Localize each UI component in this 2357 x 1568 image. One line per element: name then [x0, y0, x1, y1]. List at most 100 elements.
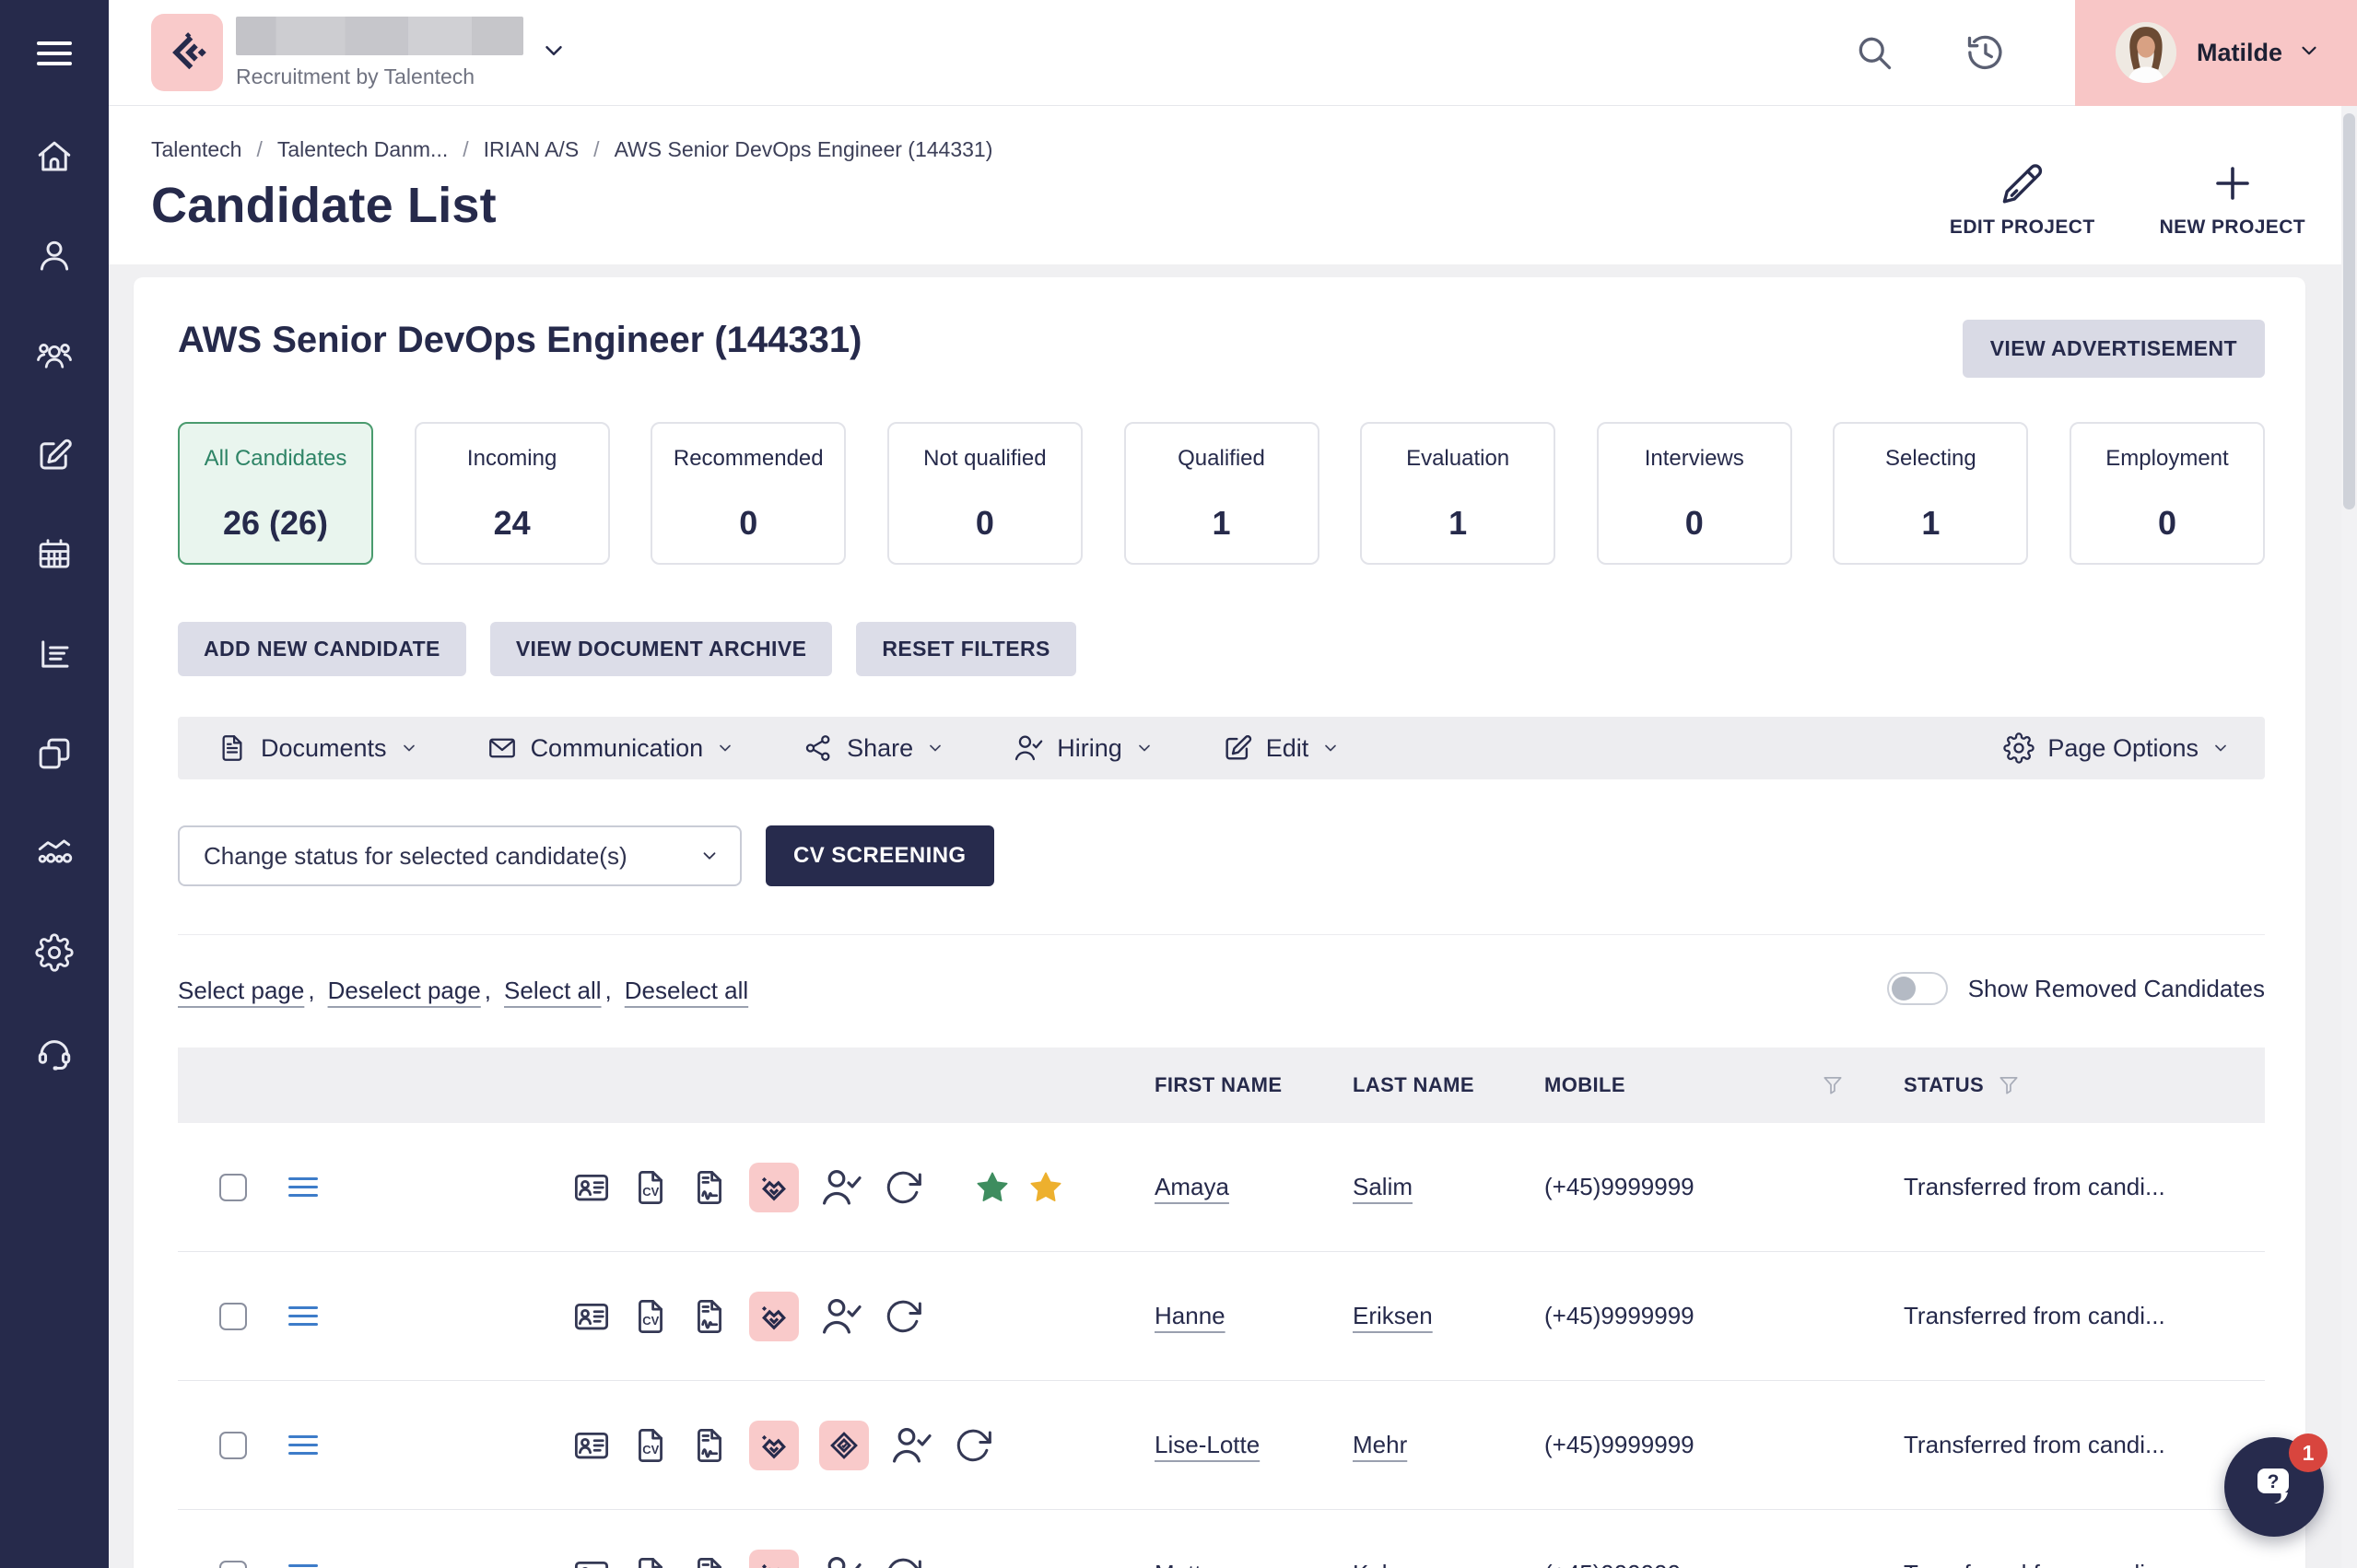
id-card-icon[interactable] — [572, 1297, 611, 1336]
candidate-first-name[interactable]: Lise-Lotte — [1155, 1431, 1260, 1458]
candidate-last-name[interactable]: Mehr — [1353, 1431, 1407, 1458]
star-green-icon[interactable] — [974, 1169, 1011, 1206]
sidebar-item-projects[interactable] — [33, 732, 76, 775]
user-menu[interactable]: Matilde — [2075, 0, 2357, 106]
select-page-link[interactable]: Select page — [178, 977, 304, 1004]
person-check-icon[interactable] — [819, 1294, 863, 1339]
refresh-icon[interactable] — [884, 1555, 922, 1568]
stage-evaluation[interactable]: Evaluation 1 — [1360, 422, 1555, 565]
person-check-icon[interactable] — [889, 1423, 933, 1468]
person-check-icon[interactable] — [819, 1552, 863, 1568]
edit-project-button[interactable]: EDIT PROJECT — [1950, 161, 2095, 239]
talentech-heart-icon[interactable] — [749, 1550, 799, 1568]
drag-handle-icon[interactable] — [288, 1435, 318, 1455]
show-removed-toggle[interactable] — [1887, 972, 1948, 1005]
talentech-diamond-icon[interactable] — [819, 1421, 869, 1470]
refresh-icon[interactable] — [884, 1168, 922, 1207]
resume-file-icon[interactable] — [690, 1426, 729, 1465]
id-card-icon[interactable] — [572, 1555, 611, 1568]
breadcrumb-item[interactable]: AWS Senior DevOps Engineer (144331) — [615, 137, 993, 162]
row-checkbox[interactable] — [219, 1561, 247, 1568]
cv-file-icon[interactable] — [631, 1426, 670, 1465]
star-yellow-icon[interactable] — [1027, 1169, 1064, 1206]
history-icon[interactable] — [1964, 32, 2005, 73]
toolbar-documents-menu[interactable]: Documents — [217, 732, 418, 764]
brand-switcher[interactable]: Recruitment by Talentech — [109, 14, 568, 91]
breadcrumb-item[interactable]: IRIAN A/S — [484, 137, 580, 162]
drag-handle-icon[interactable] — [288, 1564, 318, 1568]
sidebar-item-teams[interactable] — [33, 334, 76, 377]
sidebar-item-home[interactable] — [33, 135, 76, 178]
page-options-menu[interactable]: Page Options — [2003, 732, 2230, 764]
candidate-last-name[interactable]: Salim — [1353, 1173, 1413, 1200]
candidate-first-name[interactable]: Hanne — [1155, 1302, 1225, 1329]
refresh-icon[interactable] — [884, 1297, 922, 1336]
scrollbar-thumb[interactable] — [2343, 113, 2355, 509]
drag-handle-icon[interactable] — [288, 1306, 318, 1326]
stage-qualified[interactable]: Qualified 1 — [1124, 422, 1319, 565]
talentech-heart-icon[interactable] — [749, 1292, 799, 1341]
sidebar-item-compose[interactable] — [33, 434, 76, 476]
change-status-select[interactable]: Change status for selected candidate(s) — [178, 825, 742, 886]
new-project-button[interactable]: NEW PROJECT — [2160, 161, 2305, 239]
drag-handle-icon[interactable] — [288, 1177, 318, 1197]
deselect-all-link[interactable]: Deselect all — [625, 977, 748, 1004]
sidebar-item-calendar[interactable] — [33, 533, 76, 576]
sidebar-item-candidates[interactable] — [33, 235, 76, 277]
reset-filters-button[interactable]: RESET FILTERS — [856, 622, 1075, 676]
breadcrumb-item[interactable]: Talentech Danm... — [277, 137, 448, 162]
cv-file-icon[interactable] — [631, 1297, 670, 1336]
id-card-icon[interactable] — [572, 1168, 611, 1207]
col-last-name[interactable]: LAST NAME — [1353, 1073, 1544, 1097]
candidate-last-name[interactable]: Eriksen — [1353, 1302, 1433, 1329]
row-checkbox[interactable] — [219, 1174, 247, 1201]
stage-selecting[interactable]: Selecting 1 — [1833, 422, 2028, 565]
deselect-page-link[interactable]: Deselect page — [328, 977, 481, 1004]
resume-file-icon[interactable] — [690, 1168, 729, 1207]
sidebar-item-support[interactable] — [33, 1031, 76, 1073]
sidebar-item-settings[interactable] — [33, 931, 76, 974]
talentech-heart-icon[interactable] — [749, 1421, 799, 1470]
select-all-link[interactable]: Select all — [504, 977, 602, 1004]
resume-file-icon[interactable] — [690, 1555, 729, 1568]
candidate-first-name[interactable]: Mette — [1155, 1560, 1214, 1568]
filter-funnel-icon[interactable] — [1821, 1073, 1845, 1097]
row-checkbox[interactable] — [219, 1303, 247, 1330]
stage-employment[interactable]: Employment 0 — [2070, 422, 2265, 565]
view-advertisement-button[interactable]: VIEW ADVERTISEMENT — [1963, 320, 2265, 378]
cv-screening-button[interactable]: CV SCREENING — [766, 825, 994, 886]
person-check-icon[interactable] — [819, 1165, 863, 1210]
id-card-icon[interactable] — [572, 1426, 611, 1465]
sidebar-item-reports[interactable] — [33, 633, 76, 675]
col-status[interactable]: STATUS — [1904, 1073, 2265, 1097]
stage-recommended[interactable]: Recommended 0 — [651, 422, 846, 565]
refresh-icon[interactable] — [954, 1426, 992, 1465]
candidate-first-name[interactable]: Amaya — [1155, 1173, 1229, 1200]
row-checkbox[interactable] — [219, 1432, 247, 1459]
stage-not-qualified[interactable]: Not qualified 0 — [887, 422, 1083, 565]
candidate-last-name[interactable]: Koberg — [1353, 1560, 1430, 1568]
toolbar-share-menu[interactable]: Share — [803, 732, 944, 764]
page-scrollbar[interactable] — [2341, 106, 2357, 1568]
toolbar-communication-menu[interactable]: Communication — [487, 732, 735, 764]
toolbar-edit-menu[interactable]: Edit — [1222, 732, 1341, 764]
stage-incoming[interactable]: Incoming 24 — [415, 422, 610, 565]
view-document-archive-button[interactable]: VIEW DOCUMENT ARCHIVE — [490, 622, 833, 676]
talentech-heart-icon[interactable] — [749, 1163, 799, 1212]
chevron-down-icon[interactable] — [540, 37, 568, 69]
help-chat-button[interactable]: ? 1 — [2224, 1437, 2324, 1537]
breadcrumb-item[interactable]: Talentech — [151, 137, 241, 162]
sidebar-item-analytics[interactable] — [33, 832, 76, 874]
col-first-name[interactable]: FIRST NAME — [1155, 1073, 1353, 1097]
filter-funnel-icon[interactable] — [1997, 1073, 2021, 1097]
stage-all-candidates[interactable]: All Candidates 26 (26) — [178, 422, 373, 565]
search-icon[interactable] — [1854, 32, 1894, 73]
toolbar-hiring-menu[interactable]: Hiring — [1013, 732, 1154, 764]
stage-interviews[interactable]: Interviews 0 — [1597, 422, 1792, 565]
cv-file-icon[interactable] — [631, 1555, 670, 1568]
menu-hamburger-icon[interactable] — [0, 0, 109, 106]
add-new-candidate-button[interactable]: ADD NEW CANDIDATE — [178, 622, 466, 676]
resume-file-icon[interactable] — [690, 1297, 729, 1336]
cv-file-icon[interactable] — [631, 1168, 670, 1207]
col-mobile[interactable]: MOBILE — [1544, 1073, 1821, 1097]
